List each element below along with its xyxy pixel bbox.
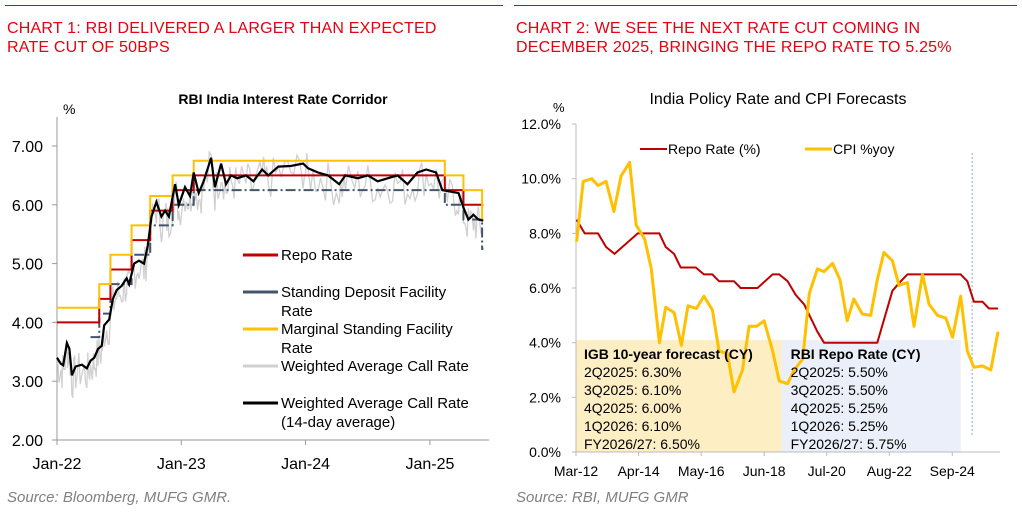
chart1-line-sdf — [90, 189, 484, 339]
chart1-legend-label: Rate — [281, 340, 313, 357]
chart2-annotation-line: 4Q2025: 5.25% — [791, 400, 888, 416]
chart1-legend-label: (14-day average) — [281, 414, 395, 431]
chart2-annotation-line: 1Q2026: 6.10% — [584, 418, 681, 434]
chart2-annotation-line: FY2026/27: 6.50% — [584, 436, 700, 452]
chart2-y-tick-label: 10.0% — [521, 171, 561, 187]
panel2-header-line1: CHART 2: WE SEE THE NEXT RATE CUT COMING… — [516, 20, 921, 37]
panel1-top-rule — [5, 5, 503, 6]
chart1-y-tick-label: 7.00 — [12, 139, 43, 156]
chart2-legend-label: CPI %yoy — [833, 141, 894, 157]
chart1-rate-corridor: RBI India Interest Rate Corridor% 2.00 3.0… — [12, 91, 489, 473]
chart2-annotation-line: 3Q2025: 5.50% — [791, 382, 888, 398]
chart1-line-call-rate-14d — [56, 157, 484, 376]
panel1-header-line2: RATE CUT OF 50BPS — [7, 39, 170, 56]
chart2-policy-rate-cpi: India Policy Rate and CPI Forecasts% 0.0%… — [521, 91, 1000, 479]
panel1-header-line1: CHART 1: RBI DELIVERED A LARGER THAN EXP… — [7, 20, 437, 37]
chart2-annotation-box — [781, 339, 961, 452]
chart2-annotation-title: RBI Repo Rate (CY) — [791, 346, 921, 362]
chart1-x-tick-label: Jan-24 — [281, 456, 330, 473]
chart2-annotation-line: FY2026/27: 5.75% — [791, 436, 907, 452]
chart1-y-unit: % — [63, 101, 75, 117]
chart2-annotation-line: 4Q2025: 6.00% — [584, 400, 681, 416]
chart2-annotation-line: 2Q2025: 5.50% — [791, 364, 888, 380]
chart2-y-tick-label: 0.0% — [529, 444, 561, 460]
chart2-line-cpi — [575, 160, 1000, 394]
chart2-annotation-line: 3Q2025: 6.10% — [584, 382, 681, 398]
chart2-x-tick-label: Apr-14 — [618, 463, 660, 479]
chart2-x-tick-label: Aug-22 — [867, 463, 912, 479]
chart2-x-tick-label: May-16 — [678, 463, 725, 479]
chart2-y-tick-label: 6.0% — [529, 280, 561, 296]
panel1-header: CHART 1: RBI DELIVERED A LARGER THAN EXP… — [7, 19, 437, 57]
chart1-legend-label: Standing Deposit Facility — [281, 284, 447, 301]
chart2-y-tick-label: 4.0% — [529, 335, 561, 351]
chart2-title: India Policy Rate and CPI Forecasts — [649, 91, 906, 108]
panel1-source: Source: Bloomberg, MUFG GMR. — [7, 489, 232, 506]
chart1-legend-label: Rate — [281, 303, 313, 320]
chart1-x-tick-label: Jan-23 — [157, 456, 206, 473]
chart2-y-tick-label: 8.0% — [529, 225, 561, 241]
chart2-line-repo — [575, 219, 998, 344]
chart1-y-tick-label: 2.00 — [12, 433, 43, 450]
chart2-annotation-line: 2Q2025: 6.30% — [584, 364, 681, 380]
chart1-y-tick-label: 3.00 — [12, 374, 43, 391]
panel2-header: CHART 2: WE SEE THE NEXT RATE CUT COMING… — [516, 19, 952, 57]
chart1-x-tick-label: Jan-25 — [405, 456, 454, 473]
chart2-annotation-line: 1Q2026: 5.25% — [791, 418, 888, 434]
chart1-legend-label: Weighted Average Call Rate — [281, 358, 469, 375]
chart1-y-tick-label: 6.00 — [12, 198, 43, 215]
chart2-x-tick-label: Jun-18 — [743, 463, 786, 479]
chart2-annotation-box — [576, 339, 782, 452]
chart2-y-tick-label: 2.0% — [529, 389, 561, 405]
chart2-legend-label: Repo Rate (%) — [668, 141, 761, 157]
chart2-x-tick-label: Sep-24 — [930, 463, 975, 479]
chart1-x-tick-label: Jan-22 — [33, 456, 82, 473]
chart2-y-unit: % — [553, 100, 565, 115]
chart1-legend-label: Marginal Standing Facility — [281, 321, 453, 338]
chart1-legend-label: Weighted Average Call Rate — [281, 395, 469, 412]
chart2-annotation-title: IGB 10-year forecast (CY) — [584, 346, 753, 362]
chart1-y-tick-label: 4.00 — [12, 315, 43, 332]
chart1-line-msf — [57, 159, 484, 309]
panel2-top-rule — [514, 5, 1017, 6]
chart2-x-tick-label: Mar-12 — [554, 463, 599, 479]
chart1-y-tick-label: 5.00 — [12, 257, 43, 274]
panel2-source: Source: RBI, MUFG GMR — [516, 489, 689, 506]
chart2-x-tick-label: Jul-20 — [808, 463, 846, 479]
chart1-title: RBI India Interest Rate Corridor — [178, 91, 388, 107]
chart2-y-tick-label: 12.0% — [521, 116, 561, 132]
chart1-legend-label: Repo Rate — [281, 247, 353, 264]
panel2-header-line2: DECEMBER 2025, BRINGING THE REPO RATE TO… — [516, 39, 952, 56]
